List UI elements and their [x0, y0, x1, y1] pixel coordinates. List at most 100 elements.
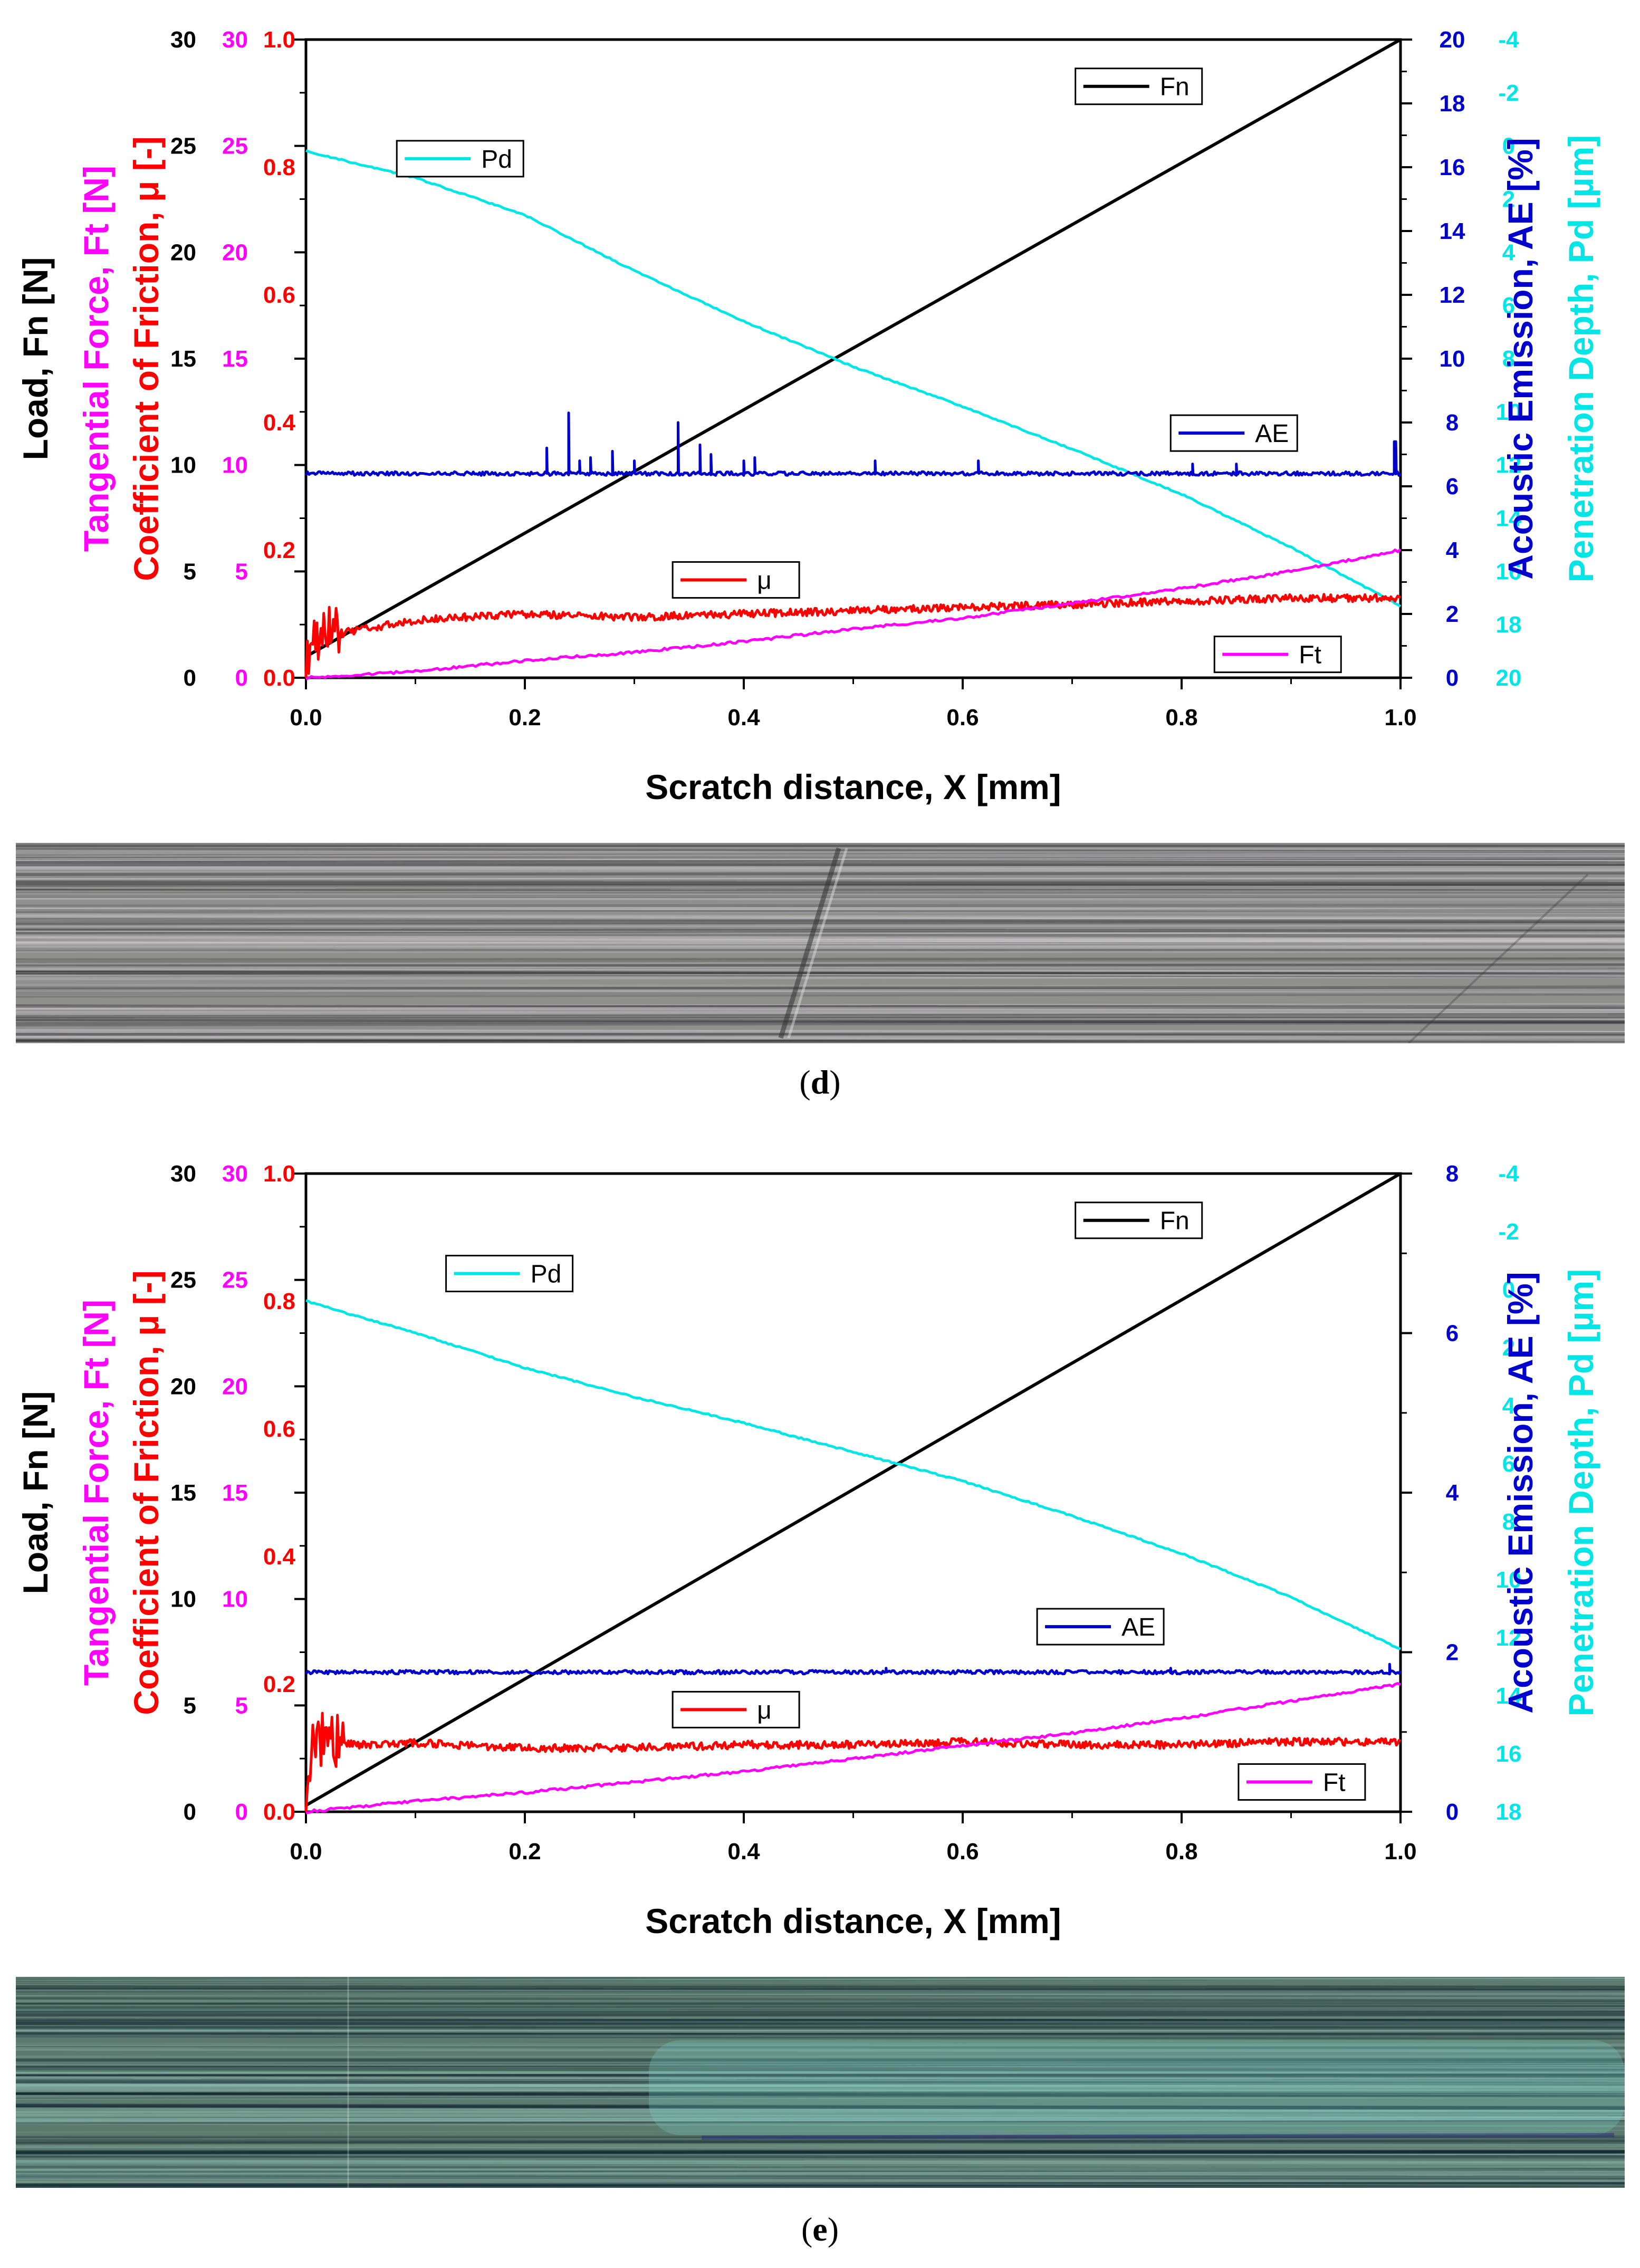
legend-entry-fn: Fn	[1075, 1202, 1203, 1239]
legend-group: Fn Pd AE μ Ft	[396, 68, 1342, 674]
left-tick-label: 15	[222, 346, 248, 372]
pd-tick-label: -4	[1498, 27, 1519, 53]
pd-tick-label: 2	[1502, 1335, 1515, 1361]
plot-area	[304, 38, 1402, 679]
ae-tick-label: 12	[1440, 282, 1465, 308]
legend-entry-pd: Pd	[396, 140, 524, 178]
scratch-test-chart-e: 0.0 0.2 0.4 0.6 0.8 1.0 Scratch distance, X [m…	[16, 1161, 1600, 1940]
pd-tick-label: 10	[1496, 1567, 1522, 1593]
x-axis: 0.0 0.2 0.4 0.6 0.8 1.0 Scratch distance, X [m…	[290, 678, 1417, 806]
ae-tick-label: 16	[1440, 155, 1465, 180]
left-axis-title: Load, Fn [N]	[16, 1391, 55, 1594]
x-axis-title: Scratch distance, X [mm]	[645, 1901, 1061, 1940]
pd-tick-label: 16	[1496, 559, 1522, 584]
ae-tick-label: 20	[1440, 27, 1465, 53]
pd-tick-label: 12	[1496, 453, 1522, 478]
ae-tick-label: 4	[1446, 1480, 1459, 1506]
scratch-test-chart-d: 0.0 0.2 0.4 0.6 0.8 1.0 Scratch distance, X [m…	[16, 27, 1600, 806]
ae-tick-label: 2	[1446, 601, 1459, 627]
left-tick-label: 0	[184, 1799, 196, 1825]
series-ft-line	[305, 1682, 1402, 1814]
pd-tick-label: 14	[1496, 1683, 1522, 1709]
micrograph-background	[16, 843, 1625, 1043]
pd-tick-label: 20	[1496, 665, 1522, 691]
ae-tick-label: 6	[1446, 1321, 1459, 1347]
ae-tick-label: 2	[1446, 1640, 1459, 1666]
left-tick-label: 0.2	[263, 537, 295, 563]
pd-tick-label: 0	[1502, 1277, 1515, 1303]
left-axes: 0 5 10 15 20 25 30 0 5 10 15 20 25 30 0.0 0.2 0.4 0.6 0.8 1…	[16, 1161, 306, 1825]
x-axis-title: Scratch distance, X [mm]	[645, 767, 1061, 806]
micrograph-striations	[16, 843, 1625, 1043]
legend-label: Ft	[1323, 1769, 1346, 1797]
series-ae-line	[304, 411, 1402, 477]
series-mu-line	[304, 1712, 1402, 1812]
legend-label: AE	[1121, 1613, 1155, 1641]
legend-entry-ft: Ft	[1213, 636, 1342, 674]
left-tick-label: 30	[170, 27, 196, 53]
series-fn-line	[305, 1172, 1402, 1807]
pd-tick-label: 18	[1496, 1799, 1522, 1825]
left-axis-title: Coefficient of Friction, μ [-]	[127, 1270, 166, 1715]
series-ae-line	[304, 1662, 1402, 1676]
pd-tick-label: 12	[1496, 1625, 1522, 1651]
x-tick-label: 0.2	[509, 705, 541, 731]
x-tick-label: 0.0	[290, 1839, 322, 1865]
left-tick-label: 0.4	[263, 1544, 296, 1570]
ae-tick-label: 14	[1440, 218, 1465, 244]
x-tick-label: 0.4	[727, 705, 760, 731]
left-axis-title: Coefficient of Friction, μ [-]	[127, 136, 166, 581]
left-tick-label: 0.0	[263, 665, 295, 691]
legend-label: μ	[757, 1696, 772, 1724]
pd-tick-label: -4	[1498, 1161, 1519, 1187]
micrograph-striations	[16, 1977, 1625, 2188]
left-tick-label: 0.6	[263, 282, 295, 308]
left-tick-label: 1.0	[263, 27, 295, 53]
left-tick-label: 0	[235, 1799, 248, 1825]
legend-label: Pd	[531, 1261, 562, 1289]
legend-entry-pd: Pd	[445, 1255, 574, 1293]
x-tick-label: 0.6	[946, 1839, 979, 1865]
right-axis-title: Acoustic Emission, AE [%]	[1501, 138, 1540, 579]
ae-tick-label: 0	[1446, 665, 1459, 691]
left-tick-label: 30	[170, 1161, 196, 1187]
panel-caption-e: (e)	[801, 2211, 839, 2248]
ae-tick-label: 6	[1446, 474, 1459, 499]
right-axes: 0 2 4 6 8 -4 -2 0 2 4 6 8 10 12 14 16 18 Acoustic Emissio…	[1401, 1161, 1600, 1825]
series-mu-line	[304, 593, 1401, 678]
pd-tick-label: -2	[1498, 1219, 1519, 1245]
left-tick-label: 15	[170, 1480, 196, 1506]
legend-entry-ft: Ft	[1238, 1763, 1366, 1801]
plot-frame	[304, 38, 1402, 679]
ae-tick-label: 0	[1446, 1799, 1459, 1825]
legend-label: Ft	[1299, 641, 1321, 669]
pd-tick-label: 8	[1502, 1509, 1515, 1535]
pd-tick-label: 4	[1502, 239, 1516, 265]
chart-panel-e: 0.0 0.2 0.4 0.6 0.8 1.0 Scratch distance, X [m…	[0, 1134, 1640, 2268]
left-tick-label: 10	[222, 1587, 248, 1612]
series-ft-line	[305, 548, 1402, 680]
left-tick-label: 5	[184, 559, 196, 584]
right-axis-title: Acoustic Emission, AE [%]	[1501, 1272, 1540, 1713]
scratch-micrograph-d	[16, 843, 1625, 1043]
ae-tick-label: 10	[1440, 346, 1465, 372]
left-tick-label: 0.4	[263, 410, 296, 436]
left-tick-label: 0.8	[263, 155, 295, 180]
pd-tick-label: 8	[1502, 346, 1515, 372]
left-tick-label: 20	[170, 1373, 196, 1399]
legend-label: μ	[757, 566, 772, 594]
legend-label: AE	[1255, 420, 1289, 448]
left-axis-title: Tangential Force, Ft [N]	[76, 1300, 116, 1686]
pd-tick-label: 4	[1502, 1393, 1516, 1419]
left-tick-label: 20	[222, 1373, 248, 1399]
legend-entry-ae: AE	[1169, 414, 1298, 452]
right-axis-title: Penetration Depth, Pd [µm]	[1561, 1269, 1600, 1716]
series-group	[304, 38, 1402, 680]
scratch-micrograph-e	[16, 1977, 1625, 2188]
left-tick-label: 10	[170, 1587, 196, 1612]
series-group	[304, 1172, 1402, 1814]
x-tick-label: 0.4	[727, 1839, 760, 1865]
pd-tick-label: 18	[1496, 612, 1522, 638]
x-tick-label: 0.8	[1165, 1839, 1197, 1865]
pd-tick-label: 2	[1502, 187, 1515, 213]
